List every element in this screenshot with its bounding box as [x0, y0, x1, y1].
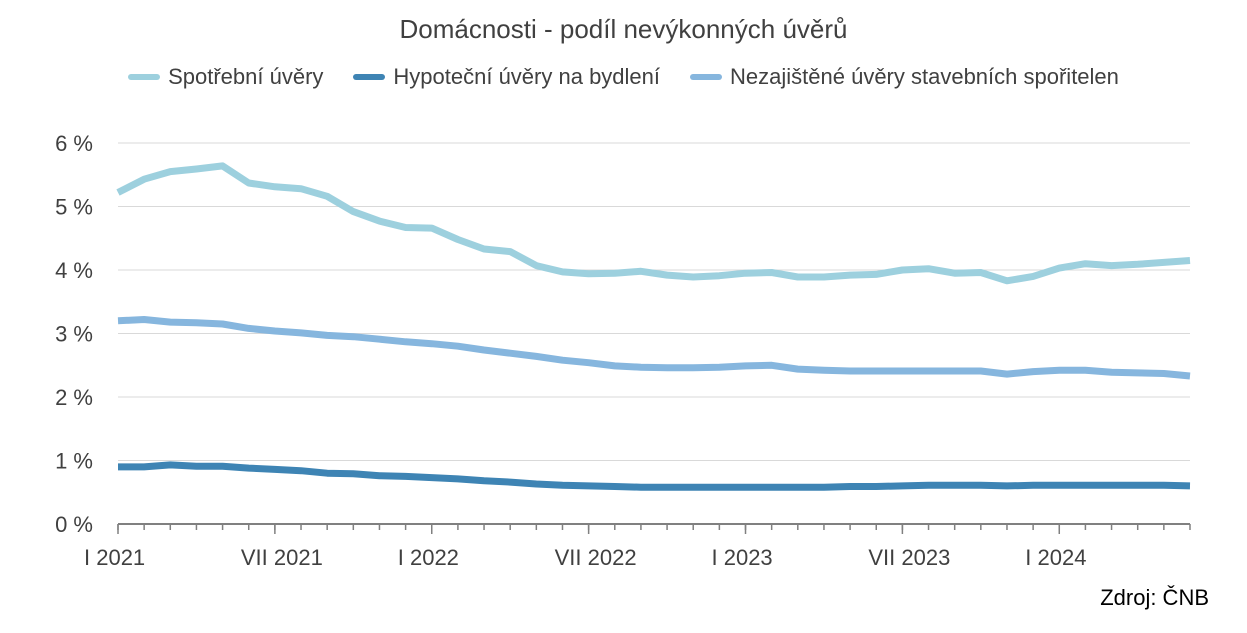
- x-tick-label-4: I 2023: [712, 545, 773, 570]
- legend-swatch-spotrebni: [128, 74, 161, 80]
- y-tick-label-5: 5 %: [55, 195, 93, 220]
- legend-item-nezajistene: Nezajištěné úvěry stavebních spořitelen: [690, 64, 1119, 90]
- y-tick-label-4: 4 %: [55, 258, 93, 283]
- series-line-nezajistene: [117, 316, 1191, 380]
- y-tick-label-0: 0 %: [55, 512, 93, 537]
- y-tick-label-1: 1 %: [55, 449, 93, 474]
- series-line-hypotecni: [118, 461, 1191, 491]
- legend-label-hypotecni: Hypoteční úvěry na bydlení: [393, 64, 661, 89]
- source-label: Zdroj: ČNB: [1100, 585, 1209, 610]
- series-line-spotrebni: [116, 162, 1191, 285]
- x-tick-label-0: I 2021: [84, 545, 145, 570]
- legend-item-spotrebni: Spotřební úvěry: [128, 64, 323, 90]
- legend: Spotřební úvěry Hypoteční úvěry na bydle…: [0, 64, 1247, 90]
- chart-title: Domácnosti - podíl nevýkonných úvěrů: [399, 14, 848, 44]
- legend-label-spotrebni: Spotřební úvěry: [168, 64, 324, 89]
- x-tick-label-5: VII 2023: [868, 545, 950, 570]
- legend-item-hypotecni: Hypoteční úvěry na bydlení: [353, 64, 660, 90]
- x-tick-label-2: I 2022: [398, 545, 459, 570]
- x-tick-label-6: I 2024: [1025, 545, 1086, 570]
- legend-label-nezajistene: Nezajištěné úvěry stavebních spořitelen: [730, 64, 1119, 89]
- y-tick-label-2: 2 %: [55, 385, 93, 410]
- legend-swatch-nezajistene: [690, 74, 723, 80]
- y-tick-label-3: 3 %: [55, 322, 93, 347]
- x-tick-label-1: VII 2021: [241, 545, 323, 570]
- y-tick-label-6: 6 %: [55, 131, 93, 156]
- x-tick-label-3: VII 2022: [555, 545, 637, 570]
- legend-swatch-hypotecni: [353, 74, 386, 80]
